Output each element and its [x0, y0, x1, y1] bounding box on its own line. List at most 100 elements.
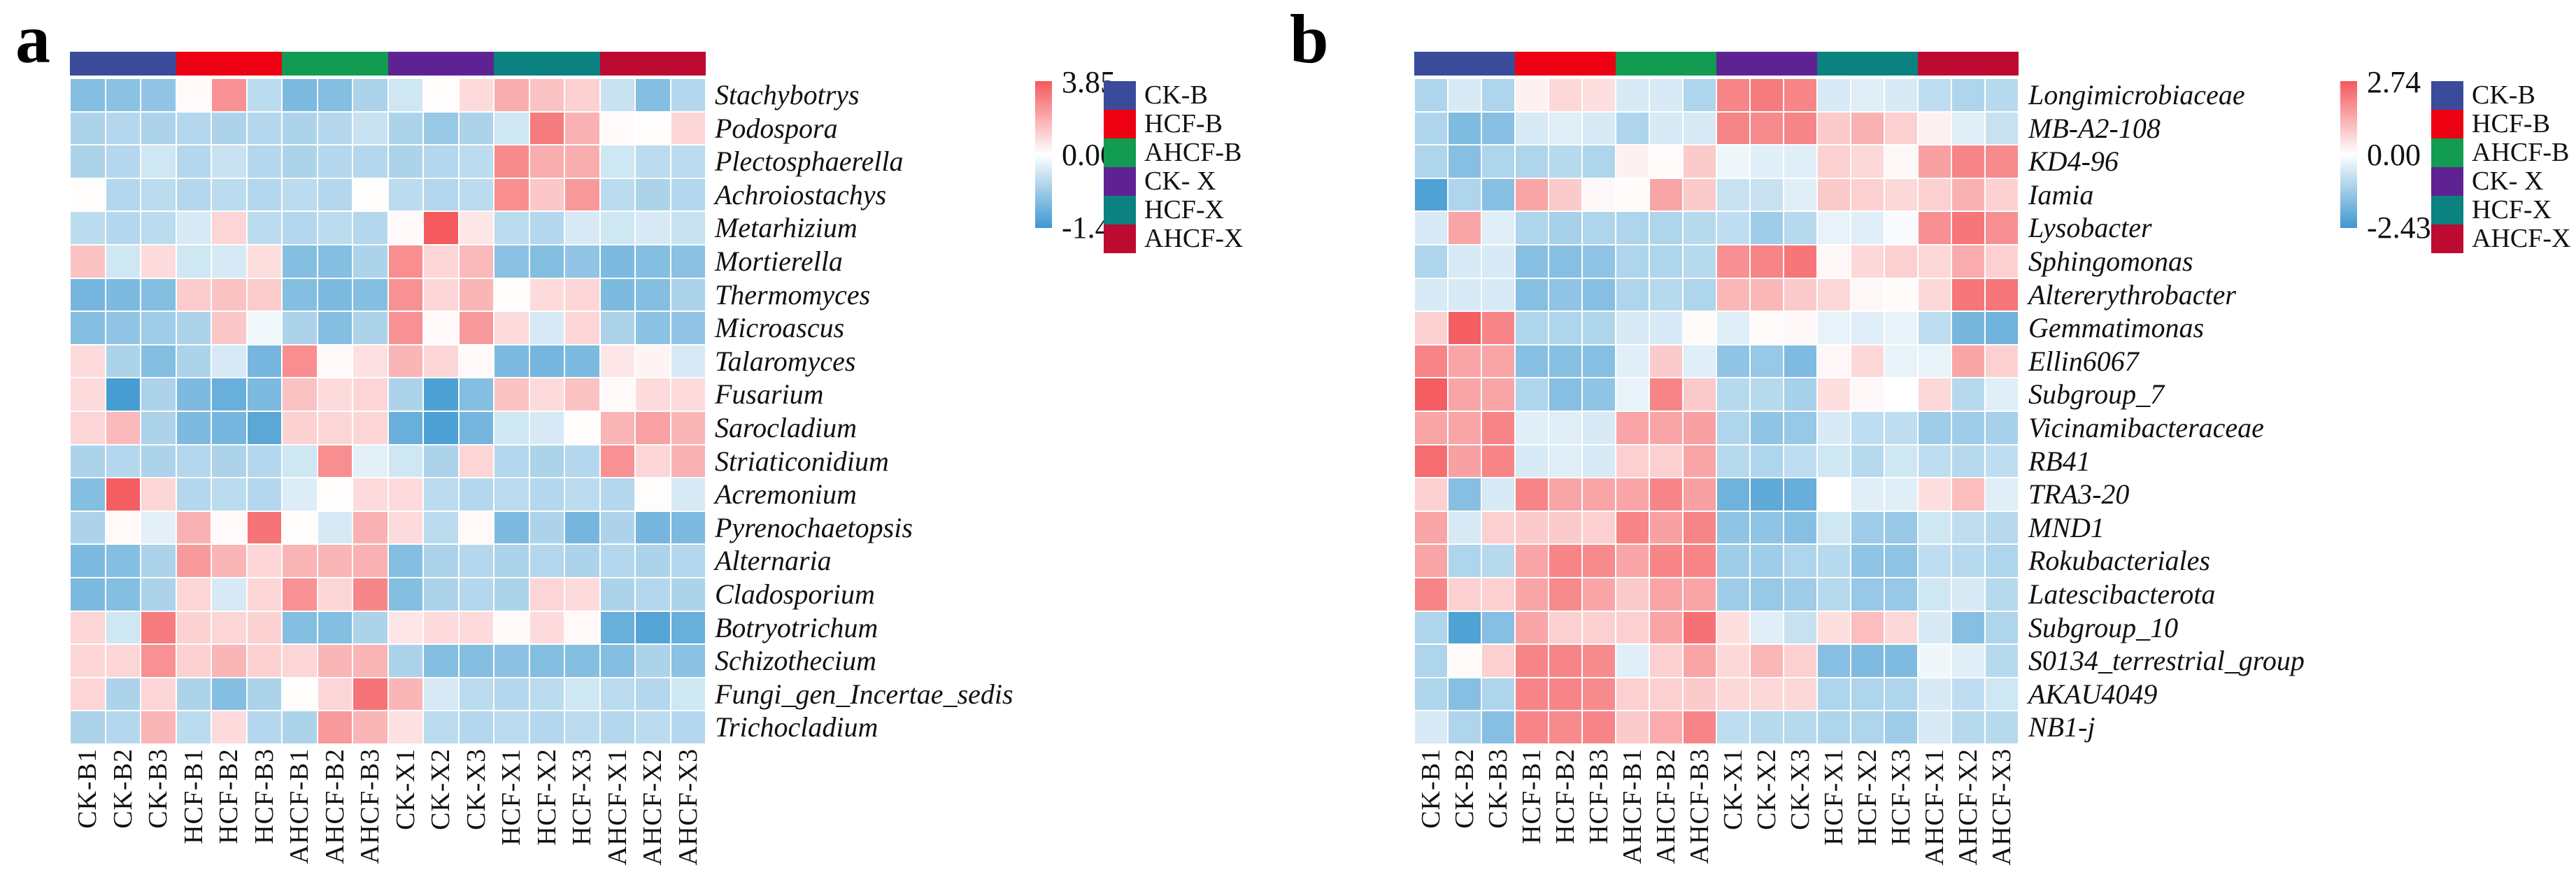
heatmap-cell — [1951, 644, 1985, 678]
heatmap-cell — [211, 278, 247, 312]
heatmap-cell — [1985, 611, 2019, 645]
panel-b-letter: b — [1290, 0, 1329, 78]
heatmap-cell — [1649, 444, 1683, 478]
heatmap-cell — [494, 211, 529, 245]
heatmap-cell — [211, 544, 247, 578]
heatmap-cell — [1817, 378, 1851, 411]
heatmap-cell — [1481, 278, 1515, 312]
heatmap-cell — [1951, 278, 1985, 312]
heatmap-cell — [282, 511, 318, 545]
column-label: CK-X3 — [1786, 748, 1815, 830]
heatmap-cell — [529, 178, 564, 212]
heatmap-cell — [1716, 344, 1750, 378]
heatmap-cell — [1616, 211, 1649, 245]
heatmap-cell — [1884, 378, 1918, 411]
heatmap-cell — [317, 544, 353, 578]
heatmap-cell — [670, 544, 706, 578]
heatmap-cell — [1851, 344, 1884, 378]
heatmap-cell — [1448, 577, 1481, 611]
heatmap-cell — [70, 278, 106, 312]
heatmap-cell — [1884, 478, 1918, 511]
heatmap-cell — [1549, 178, 1582, 212]
heatmap-cell — [1448, 544, 1481, 578]
column-label-cell: CK-B2 — [1448, 748, 1481, 883]
heatmap-cell — [1515, 677, 1549, 711]
row-label: Fusarium — [715, 378, 824, 411]
heatmap-cell — [1750, 444, 1784, 478]
row-label: Botryotrichum — [715, 611, 878, 643]
heatmap-cell — [1817, 511, 1851, 545]
heatmap-cell — [387, 677, 423, 711]
heatmap-cell — [1683, 244, 1716, 278]
row-label: Longimicrobiaceae — [2028, 79, 2245, 110]
heatmap-cell — [529, 278, 564, 312]
heatmap-cell — [70, 178, 106, 212]
legend-label: CK-B — [1144, 80, 1208, 110]
heatmap-cell — [1884, 644, 1918, 678]
heatmap-cell — [1515, 611, 1549, 645]
heatmap-cell — [1515, 378, 1549, 411]
heatmap-cell — [1884, 344, 1918, 378]
heatmap-cell — [141, 78, 176, 112]
column-label: AHCF-X2 — [1954, 748, 1983, 866]
heatmap-cell — [1884, 611, 1918, 645]
heatmap-cell — [1851, 78, 1884, 112]
heatmap-cell — [1481, 577, 1515, 611]
heatmap-cell — [1582, 478, 1616, 511]
heatmap-cell — [211, 378, 247, 411]
colorbar-tick-max: 2.74 — [2367, 65, 2421, 99]
heatmap-cell — [1985, 511, 2019, 545]
heatmap-cell — [176, 145, 211, 178]
heatmap-cell — [599, 478, 635, 511]
heatmap-cell — [1716, 278, 1750, 312]
heatmap-cell — [1582, 111, 1616, 145]
heatmap-cell — [494, 544, 529, 578]
panel-b-group-annotation-bar — [1414, 52, 2019, 76]
heatmap-cell — [1750, 344, 1784, 378]
heatmap-cell — [1448, 278, 1481, 312]
heatmap-cell — [211, 577, 247, 611]
heatmap-cell — [599, 211, 635, 245]
heatmap-cell — [1716, 511, 1750, 545]
heatmap-cell — [564, 344, 600, 378]
legend-item: AHCF-X — [1104, 224, 1243, 253]
heatmap-cell — [564, 278, 600, 312]
heatmap-cell — [353, 711, 388, 744]
legend-label: HCF-X — [1144, 195, 1225, 224]
heatmap-cell — [1918, 311, 1951, 345]
heatmap-cell — [1616, 378, 1649, 411]
heatmap-cell — [387, 411, 423, 445]
row-label: Talaromyces — [715, 345, 856, 377]
heatmap-cell — [1582, 511, 1616, 545]
heatmap-cell — [1985, 544, 2019, 578]
heatmap-cell — [529, 444, 564, 478]
heatmap-cell — [1515, 478, 1549, 511]
heatmap-cell — [635, 78, 671, 112]
row-label: MB-A2-108 — [2028, 112, 2161, 144]
heatmap-cell — [317, 711, 353, 744]
heatmap-cell — [1549, 244, 1582, 278]
heatmap-cell — [1582, 145, 1616, 178]
heatmap-cell — [105, 311, 141, 345]
heatmap-cell — [1549, 211, 1582, 245]
column-label-cell: AHCF-X2 — [1951, 748, 1985, 883]
heatmap-cell — [1448, 111, 1481, 145]
heatmap-cell — [1784, 211, 1817, 245]
column-label-cell: CK-X1 — [388, 748, 424, 883]
heatmap-cell — [1582, 644, 1616, 678]
legend-label: HCF-B — [2472, 109, 2550, 138]
heatmap-cell — [317, 411, 353, 445]
heatmap-cell — [1817, 478, 1851, 511]
heatmap-cell — [1985, 478, 2019, 511]
heatmap-cell — [1582, 311, 1616, 345]
heatmap-cell — [635, 378, 671, 411]
heatmap-cell — [529, 78, 564, 112]
heatmap-cell — [1985, 378, 2019, 411]
heatmap-cell — [1549, 478, 1582, 511]
heatmap-cell — [458, 677, 494, 711]
heatmap-cell — [1414, 677, 1448, 711]
heatmap-cell — [105, 178, 141, 212]
heatmap-cell — [141, 511, 176, 545]
heatmap-cell — [1817, 211, 1851, 245]
row-label: Alternaria — [715, 545, 832, 577]
